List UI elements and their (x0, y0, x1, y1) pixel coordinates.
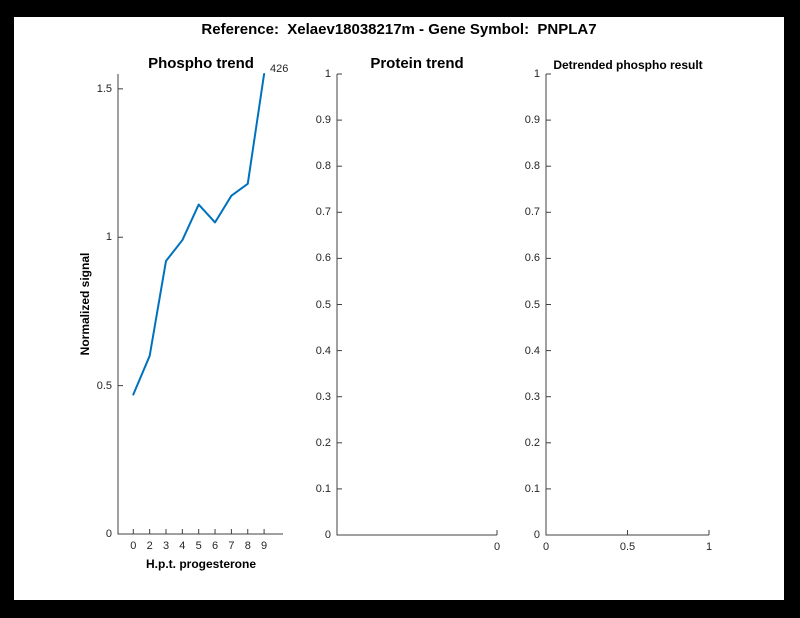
phospho-y-tick-label: 1.5 (96, 82, 112, 95)
detrended-y-tick-label: 0.4 (524, 344, 540, 357)
phospho-trend-title: Phospho trend (148, 55, 254, 72)
protein-y-tick-label: 0 (324, 529, 331, 541)
plots-svg (117, 73, 710, 536)
detrended-y-tick-label: 0 (533, 529, 540, 541)
phospho-y-axis-label: Normalized signal (78, 252, 92, 356)
phospho-axis-spines (117, 74, 283, 535)
phospho-x-tick-label: 6 (211, 540, 219, 552)
detrended-y-tick-label: 0.2 (524, 436, 540, 449)
detrended-y-tick-label: 0.8 (524, 160, 540, 173)
protein-y-tick-label: 0.6 (315, 252, 331, 265)
phospho-x-tick-label: 3 (162, 540, 170, 552)
detrended-x-tick-label: 1 (705, 541, 713, 553)
detrended-y-tick-label: 1 (533, 68, 540, 80)
detrended-y-tick-label: 0.7 (524, 206, 540, 219)
protein-y-tick-label: 0.4 (315, 344, 331, 357)
detrended-x-tick-label: 0.5 (619, 541, 636, 553)
line-end-annotation-426: 426 (270, 63, 289, 75)
protein-y-tick-label: 0.2 (315, 436, 331, 449)
phospho-x-tick-label: 5 (195, 540, 202, 552)
detrended-y-tick-label: 0.3 (524, 390, 540, 403)
matlab-figure-canvas: 0 0.5 1 1.5 0 2 3 4 5 6 7 8 9 0 0.1 0.2 0.3 0.4 0.5 0.6 0.7 0… (14, 17, 784, 600)
protein-axis-spines (336, 74, 497, 536)
detrended-y-tick-label: 0.6 (524, 252, 540, 265)
detrended-x-tick-label: 0 (542, 541, 550, 553)
phospho-trend-axes (117, 73, 283, 535)
detrended-y-tick-label: 0.5 (524, 298, 540, 311)
protein-y-tick-label: 1 (324, 68, 331, 80)
phospho-x-tick-label: 4 (179, 540, 186, 552)
protein-y-tick-label: 0.3 (315, 390, 331, 403)
detrended-y-tick-label: 0.1 (524, 482, 540, 495)
detrended-phospho-title: Detrended phospho result (553, 58, 703, 72)
phospho-y-tick-label: 0 (105, 528, 112, 540)
phospho-y-tick-label: 0.5 (96, 379, 112, 392)
protein-y-tick-label: 0.8 (315, 160, 331, 173)
protein-y-tick-label: 0.9 (315, 114, 331, 127)
protein-y-tick-label: 0.5 (315, 298, 331, 311)
phospho-x-tick-label: 2 (146, 540, 153, 552)
phospho-x-tick-label: 8 (244, 540, 251, 552)
phospho-x-axis-label: H.p.t. progesterone (145, 557, 257, 571)
protein-x-tick-label: 0 (493, 541, 501, 553)
figure-title: Reference: Xelaev18038217m - Gene Symbol… (201, 21, 597, 38)
phospho-y-tick-label: 1 (105, 231, 112, 244)
protein-trend-title: Protein trend (370, 55, 464, 72)
phospho-x-tick-label: 7 (228, 540, 235, 552)
detrended-phospho-axes (545, 73, 710, 536)
phospho-x-tick-label: 9 (261, 540, 268, 552)
phospho-x-tick-label: 0 (130, 540, 137, 552)
detrended-y-tick-label: 0.9 (524, 114, 540, 127)
protein-trend-axes (336, 73, 498, 536)
protein-y-tick-label: 0.1 (315, 482, 331, 495)
detrended-axis-spines (545, 74, 709, 536)
protein-y-tick-label: 0.7 (315, 206, 331, 219)
phospho-data-line (132, 73, 266, 396)
